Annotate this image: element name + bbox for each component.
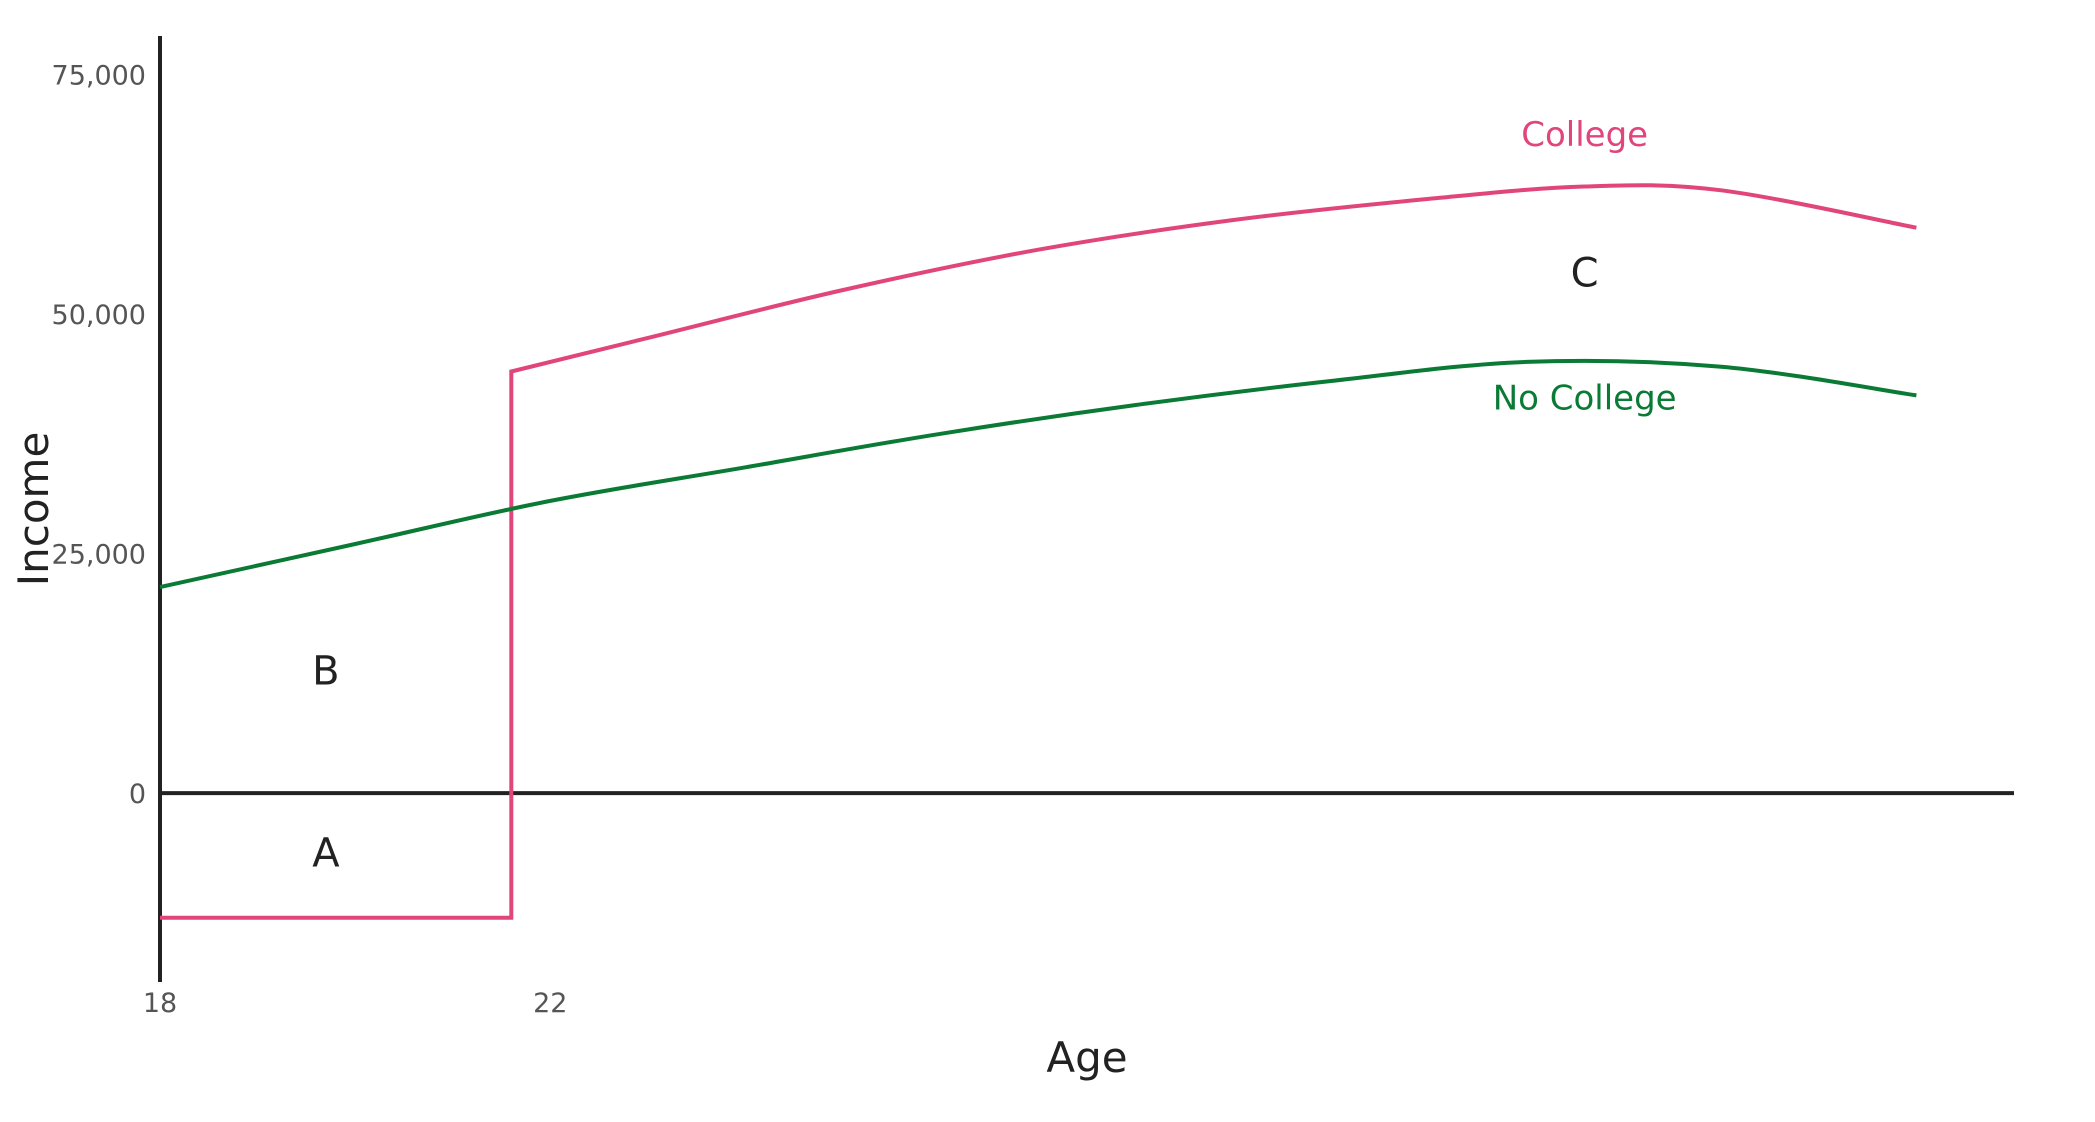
- y-tick-label: 75,000: [52, 60, 146, 91]
- region-label-c: C: [1571, 251, 1599, 297]
- x-tick-label: 22: [533, 988, 567, 1019]
- series-lines: [159, 183, 1917, 920]
- series-label-no-college: No College: [1493, 379, 1677, 419]
- region-labels: A B C: [312, 251, 1598, 877]
- y-tick-label: 0: [129, 779, 146, 810]
- region-label-a: A: [312, 830, 340, 876]
- y-tick-labels: 0 25,000 50,000 75,000: [52, 60, 146, 810]
- x-tick-label: 18: [143, 988, 177, 1019]
- y-tick-label: 25,000: [52, 540, 146, 571]
- y-tick-label: 50,000: [52, 300, 146, 331]
- series-labels: College No College: [1493, 115, 1677, 419]
- y-axis-title: Income: [9, 432, 58, 587]
- region-label-b: B: [312, 648, 339, 694]
- series-label-college: College: [1521, 115, 1648, 155]
- x-axis-title: Age: [1046, 1033, 1127, 1082]
- x-tick-labels: 18 22: [143, 988, 568, 1019]
- series-line-college: [160, 183, 1917, 920]
- series-line-no-college: [159, 358, 1917, 590]
